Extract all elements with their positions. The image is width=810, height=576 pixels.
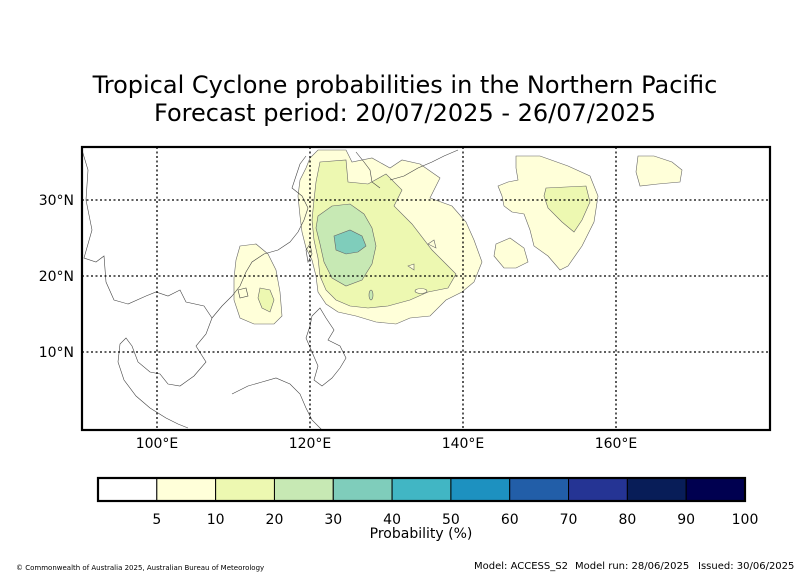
- colorbar-tick-label: 60: [501, 512, 519, 528]
- contour-30-40-main: [333, 229, 367, 255]
- coastline-indochina: [81, 149, 213, 429]
- coastline-hainan: [237, 287, 249, 299]
- colorbar-label: Probability (%): [370, 526, 473, 542]
- longitude-labels: 100°E 120°E 140°E 160°E: [136, 436, 638, 452]
- lon-label-140: 140°E: [442, 436, 485, 452]
- colorbar-cell: [509, 477, 570, 502]
- model-run-date: Model run: 28/06/2025: [575, 561, 690, 572]
- coastline-korea-japan: [355, 149, 459, 189]
- colorbar-tick-label: 50: [442, 512, 460, 528]
- colorbar-tick-label: 30: [324, 512, 342, 528]
- colorbar-tick-labels: 5 10 20 30 40 50 60 70 80 90 100: [152, 512, 758, 528]
- colorbar-cell: [450, 477, 511, 502]
- colorbar-cell: [97, 477, 158, 502]
- lon-label-120: 120°E: [289, 436, 332, 452]
- lat-label-30: 30°N: [39, 193, 74, 209]
- coastline-philippines: [305, 307, 347, 387]
- colorbar-tick-label: 40: [383, 512, 401, 528]
- colorbar-tick-label: 100: [732, 512, 759, 528]
- colorbar-cell: [273, 477, 334, 502]
- latitude-labels: 10°N 20°N 30°N: [39, 193, 74, 361]
- contour-hole-1: [427, 239, 437, 249]
- model-name: Model: ACCESS_S2: [474, 561, 568, 572]
- colorbar-tick-label: 90: [677, 512, 695, 528]
- colorbar-tick-label: 10: [207, 512, 225, 528]
- contour-hole-2: [407, 263, 415, 271]
- contour-5-10-east: [497, 155, 599, 271]
- coastline-china: [211, 155, 309, 319]
- lat-label-10: 10°N: [39, 345, 74, 361]
- colorbar: 5 10 20 30 40 50 60 70 80 90 100 Probability (%): [96, 476, 758, 542]
- colorbar-tick-label: 70: [560, 512, 578, 528]
- lon-label-160: 160°E: [595, 436, 638, 452]
- colorbar-cell: [568, 477, 628, 502]
- colorbar-cell: [626, 477, 687, 502]
- colorbar-cells: [97, 477, 746, 502]
- map-panel: [80, 145, 772, 432]
- contour-5-10-northeast: [635, 155, 683, 187]
- colorbar-tick-label: 80: [618, 512, 636, 528]
- issued-date: Issued: 30/06/2025: [698, 561, 795, 572]
- lon-label-100: 100°E: [136, 436, 179, 452]
- contour-10-20-east: [543, 185, 591, 233]
- colorbar-frame: [96, 476, 747, 503]
- contour-10-20-scs: [257, 287, 275, 313]
- coastline-borneo: [231, 377, 323, 431]
- contour-5-10-east-small: [493, 237, 529, 269]
- contour-hole-3: [414, 288, 428, 294]
- colorbar-cell: [332, 477, 393, 502]
- graticule: [82, 147, 770, 430]
- copyright-notice: © Commonwealth of Australia 2025, Austra…: [16, 564, 265, 572]
- colorbar-cell: [391, 477, 452, 502]
- colorbar-cell: [156, 477, 217, 502]
- colorbar-tick-label: 5: [152, 512, 161, 528]
- map-frame: [80, 145, 772, 432]
- colorbar-cell: [215, 477, 275, 502]
- contour-hole-4: [368, 289, 374, 301]
- colorbar-tick-label: 20: [266, 512, 284, 528]
- lat-label-20: 20°N: [39, 269, 74, 285]
- colorbar-cell: [685, 477, 746, 502]
- forecast-period-subtitle: Forecast period: 20/07/2025 - 26/07/2025: [154, 99, 656, 127]
- chart-title: Tropical Cyclone probabilities in the No…: [92, 71, 718, 99]
- coastlines: [81, 149, 459, 431]
- coastline-taiwan: [305, 243, 313, 263]
- probability-contours: [233, 149, 683, 325]
